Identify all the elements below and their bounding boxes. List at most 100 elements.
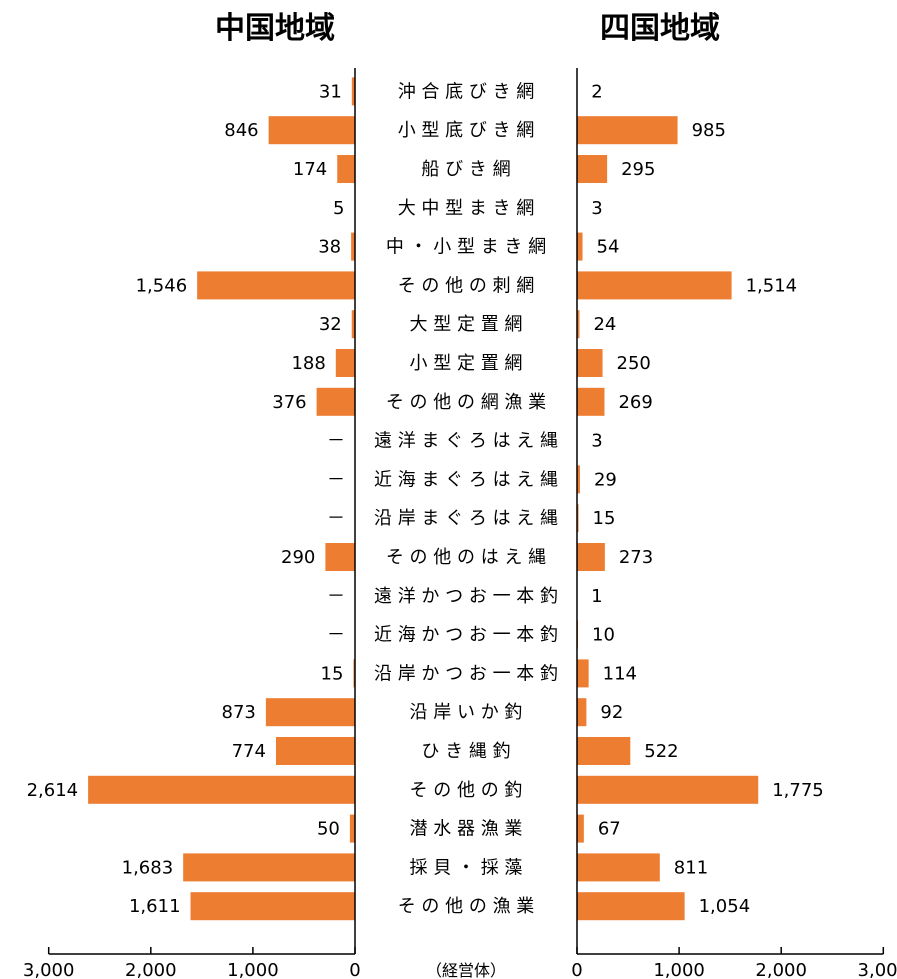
left-bar [265, 698, 355, 727]
right-value-label: 114 [603, 663, 637, 684]
category-label: そ の 他 の 刺 網 [398, 275, 535, 296]
left-value-label: 174 [293, 159, 327, 180]
left-bar [353, 659, 355, 688]
category-label: 遠 洋 ま ぐ ろ は え 縄 [374, 431, 558, 452]
right-bar [577, 155, 608, 183]
left-bar [351, 232, 355, 261]
category-label: そ の 他 の 釣 [410, 780, 523, 801]
category-label: ひ き 縄 釣 [421, 741, 510, 762]
right-bar [577, 349, 603, 377]
right-value-label: 3 [591, 198, 602, 219]
left-value-label: － [327, 431, 345, 452]
right-tick-label: 1,000 [653, 960, 705, 979]
right-value-label: 10 [592, 625, 615, 646]
left-bar [316, 387, 355, 416]
right-value-label: 15 [593, 508, 616, 529]
right-tick-label: 3,000 [858, 960, 897, 979]
right-value-label: 295 [621, 159, 655, 180]
right-value-label: 1,775 [772, 780, 824, 801]
left-bar [275, 737, 355, 765]
left-tick-label: 3,000 [23, 960, 75, 979]
right-value-label: 273 [619, 547, 653, 568]
category-label: 近 海 か つ お 一 本 釣 [374, 625, 558, 646]
right-value-label: 269 [618, 392, 652, 413]
right-bar [577, 271, 732, 300]
left-value-label: 2,614 [27, 780, 79, 801]
right-tick-label: 0 [571, 960, 582, 979]
left-bar [351, 310, 355, 339]
right-value-label: 3 [591, 431, 602, 452]
left-value-label: 31 [319, 81, 342, 102]
left-bar [268, 116, 355, 145]
left-bar [349, 814, 355, 843]
left-bar [183, 853, 355, 882]
category-label: そ の 他 の 漁 業 [398, 896, 535, 917]
axes-layer [47, 68, 885, 955]
category-label: 中 ・ 小 型 ま き 網 [386, 237, 546, 258]
right-value-label: 1,054 [699, 896, 751, 917]
left-value-label: 50 [317, 819, 340, 840]
category-label: 大 中 型 ま き 網 [398, 198, 535, 219]
left-bar [197, 271, 355, 300]
left-bar [325, 543, 355, 571]
left-value-label: 188 [291, 353, 325, 374]
right-bar [577, 814, 584, 843]
left-value-label: － [327, 508, 345, 529]
right-value-label: 522 [644, 741, 678, 762]
left-tick-label: 1,000 [227, 960, 279, 979]
right-bar [577, 543, 605, 571]
right-value-label: 24 [593, 314, 616, 335]
right-value-label: 67 [598, 819, 621, 840]
right-bar [577, 310, 580, 339]
left-value-label: 15 [321, 663, 344, 684]
left-value-label: 1,546 [136, 275, 188, 296]
category-label: そ の 他 の 網 漁 業 [386, 392, 546, 413]
right-bar [577, 737, 631, 765]
left-bar [351, 77, 355, 106]
left-value-label: 846 [224, 120, 258, 141]
category-label: 小 型 定 置 網 [410, 353, 523, 374]
right-bar [577, 892, 685, 921]
right-value-label: 1,514 [746, 275, 798, 296]
left-bar [335, 349, 355, 377]
left-value-label: 873 [222, 702, 256, 723]
left-title: 中国地域 [215, 11, 335, 46]
right-title: 四国地域 [600, 11, 720, 46]
left-bar [337, 155, 355, 183]
right-bar [577, 698, 587, 727]
left-value-label: 290 [281, 547, 315, 568]
right-value-label: 2 [591, 81, 602, 102]
right-value-label: 250 [617, 353, 651, 374]
right-bar [577, 853, 660, 882]
left-bar [190, 892, 355, 921]
left-value-label: 5 [333, 198, 344, 219]
bars-layer [88, 77, 759, 921]
left-value-label: 38 [318, 237, 341, 258]
left-value-label: － [327, 625, 345, 646]
right-bar [577, 387, 605, 416]
right-tick-label: 2,000 [755, 960, 807, 979]
category-label: 船 び き 網 [421, 159, 510, 180]
right-value-label: 985 [692, 120, 726, 141]
right-bar [577, 504, 579, 533]
right-bar [577, 659, 589, 688]
unit-label: （経営体） [426, 961, 506, 979]
right-value-label: 54 [597, 237, 620, 258]
left-value-label: 774 [232, 741, 266, 762]
left-value-label: 1,611 [129, 896, 181, 917]
category-label: 沿 岸 か つ お 一 本 釣 [374, 663, 558, 684]
right-bar [577, 116, 678, 145]
category-label: 採 貝 ・ 採 藻 [410, 857, 523, 878]
right-bar [577, 465, 580, 494]
right-value-label: 29 [594, 469, 617, 490]
category-label: そ の 他 の は え 縄 [386, 547, 546, 568]
category-label: 大 型 定 置 網 [410, 314, 523, 335]
left-tick-label: 2,000 [125, 960, 177, 979]
left-value-label: － [327, 469, 345, 490]
left-tick-label: 0 [349, 960, 360, 979]
category-label: 沿 岸 ま ぐ ろ は え 縄 [374, 508, 558, 529]
right-value-label: 811 [674, 857, 708, 878]
left-value-label: 32 [319, 314, 342, 335]
